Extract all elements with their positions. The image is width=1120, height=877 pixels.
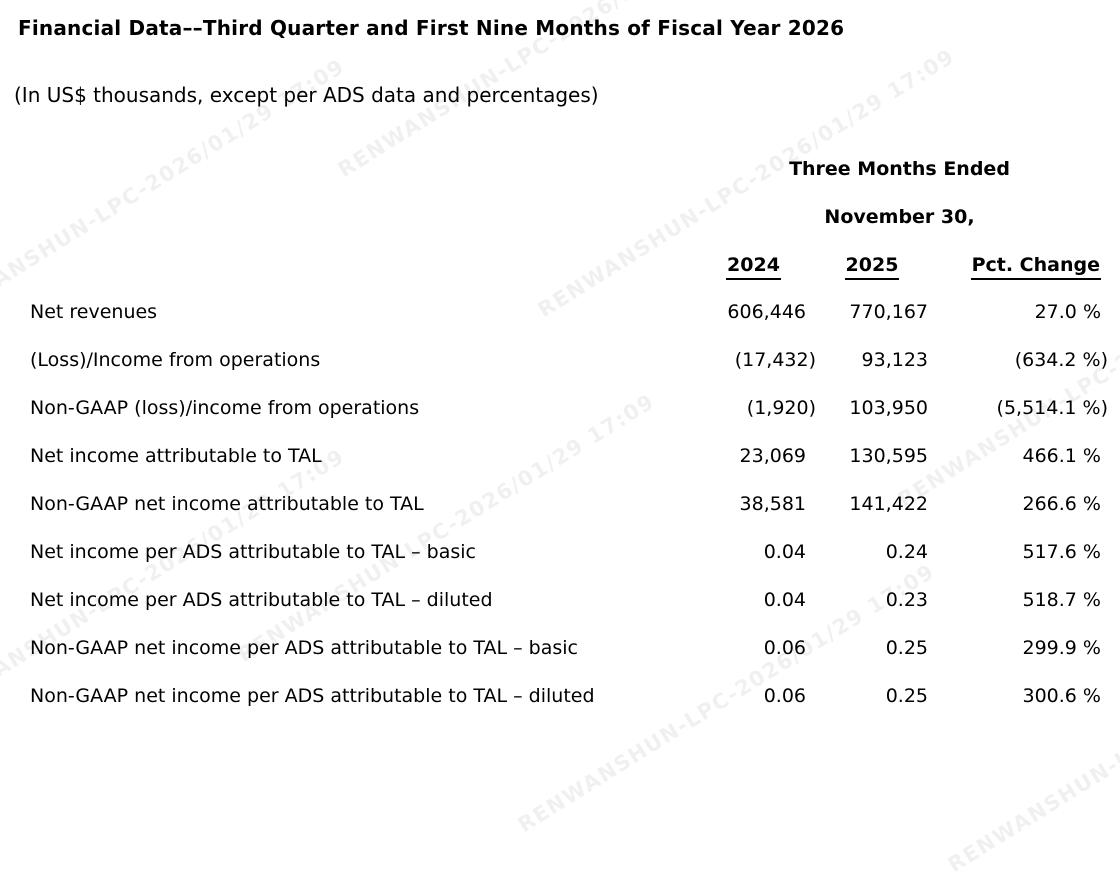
value-pct-change: 300.6 %: [1022, 685, 1102, 707]
row-label: Non-GAAP net income attributable to TAL: [30, 493, 424, 515]
table-row: Net income per ADS attributable to TAL –…: [18, 576, 1108, 624]
value-pct-change: 266.6 %: [1022, 493, 1102, 515]
column-header-pct-change-text: Pct. Change: [970, 254, 1101, 280]
value-2025: 0.23: [885, 589, 928, 611]
column-header-2025: 2025: [816, 254, 928, 280]
value-pct-change: 299.9 %: [1022, 637, 1102, 659]
units-subtitle: (In US$ thousands, except per ADS data a…: [14, 83, 599, 107]
value-2025: 93,123: [861, 349, 928, 371]
column-header-2024-text: 2024: [726, 254, 781, 280]
row-label: (Loss)/Income from operations: [30, 349, 321, 371]
table-row: Non-GAAP net income per ADS attributable…: [18, 672, 1108, 720]
value-2024: 0.04: [763, 589, 806, 611]
row-label: Non-GAAP net income per ADS attributable…: [30, 685, 595, 707]
table-row: Net revenues 606,446 770,167 27.0 %: [18, 288, 1108, 336]
table-row: Non-GAAP net income per ADS attributable…: [18, 624, 1108, 672]
value-2024: 0.04: [763, 541, 806, 563]
row-label: Non-GAAP (loss)/income from operations: [30, 397, 420, 419]
value-2025: 0.25: [885, 637, 928, 659]
value-pct-change: (5,514.1 %): [996, 397, 1108, 419]
value-2025: 130,595: [849, 445, 928, 467]
value-2025: 0.24: [885, 541, 928, 563]
period-header-line2: November 30,: [824, 206, 975, 228]
table-row: (Loss)/Income from operations (17,432) 9…: [18, 336, 1108, 384]
value-2025: 103,950: [849, 397, 928, 419]
value-2024: 0.06: [763, 637, 806, 659]
value-pct-change: 518.7 %: [1022, 589, 1102, 611]
value-pct-change: 517.6 %: [1022, 541, 1102, 563]
period-header-row-1: Three Months Ended: [18, 156, 1108, 182]
page-title: Financial Data––Third Quarter and First …: [18, 16, 845, 40]
value-pct-change: 27.0 %: [1034, 301, 1101, 323]
value-2025: 141,422: [849, 493, 928, 515]
value-2024: (1,920): [746, 397, 816, 419]
column-header-2025-text: 2025: [844, 254, 900, 280]
row-label: Net revenues: [30, 301, 158, 323]
financial-table-body: Net revenues 606,446 770,167 27.0 % (Los…: [18, 288, 1108, 720]
value-pct-change: (634.2 %): [1014, 349, 1108, 371]
value-2025: 0.25: [885, 685, 928, 707]
value-pct-change: 466.1 %: [1022, 445, 1102, 467]
value-2024: 38,581: [739, 493, 806, 515]
column-header-pct-change: Pct. Change: [928, 254, 1108, 280]
value-2024: 0.06: [763, 685, 806, 707]
value-2024: 23,069: [739, 445, 806, 467]
period-header-row-2: November 30,: [18, 204, 1108, 230]
table-row: Non-GAAP net income attributable to TAL …: [18, 480, 1108, 528]
table-row: Non-GAAP (loss)/income from operations (…: [18, 384, 1108, 432]
row-label: Non-GAAP net income per ADS attributable…: [30, 637, 578, 659]
value-2024: 606,446: [727, 301, 806, 323]
row-label: Net income attributable to TAL: [30, 445, 322, 467]
row-label: Net income per ADS attributable to TAL –…: [30, 589, 493, 611]
column-header-row: 2024 2025 Pct. Change: [18, 250, 1108, 280]
column-header-2024: 2024: [691, 254, 816, 280]
table-row: Net income per ADS attributable to TAL –…: [18, 528, 1108, 576]
value-2024: (17,432): [734, 349, 816, 371]
table-row: Net income attributable to TAL 23,069 13…: [18, 432, 1108, 480]
row-label: Net income per ADS attributable to TAL –…: [30, 541, 476, 563]
period-header-line1: Three Months Ended: [789, 158, 1010, 180]
value-2025: 770,167: [849, 301, 928, 323]
